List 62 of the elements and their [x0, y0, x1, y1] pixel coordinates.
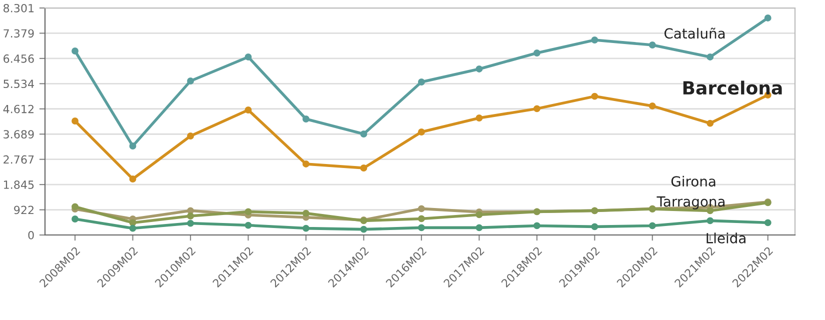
y-tick-label: 7.379 [4, 29, 34, 38]
point [706, 217, 714, 224]
point [302, 160, 310, 168]
point [476, 66, 483, 72]
point [72, 48, 78, 54]
point [187, 78, 194, 84]
point [418, 215, 425, 222]
point [533, 105, 540, 112]
point [418, 128, 425, 136]
point [591, 92, 598, 100]
point [244, 222, 252, 229]
point [591, 223, 598, 230]
point [244, 54, 252, 60]
point [360, 164, 368, 172]
point [418, 224, 425, 232]
point [129, 219, 136, 226]
point [764, 219, 772, 226]
series-label: Barcelona [683, 80, 782, 95]
point [418, 78, 425, 86]
point [418, 205, 425, 212]
point [533, 222, 540, 230]
y-tick-label: 922 [14, 206, 34, 214]
y-tick-label: 0 [28, 230, 34, 240]
point [706, 54, 714, 60]
point [187, 132, 194, 140]
point [244, 106, 252, 114]
y-tick-label: 2.767 [4, 155, 34, 164]
point [476, 224, 483, 232]
point [187, 212, 194, 220]
point [476, 211, 483, 218]
point [187, 207, 194, 214]
point [360, 130, 368, 138]
point [302, 116, 310, 122]
point [129, 142, 136, 150]
y-tick-label: 3.689 [4, 130, 34, 138]
point [302, 210, 310, 217]
y-tick-label: 8.301 [4, 4, 34, 12]
point [591, 36, 598, 44]
series-label: Girona [671, 176, 716, 187]
series-label: Lleida [706, 232, 746, 244]
y-tick-label: 5.534 [4, 80, 34, 88]
point [648, 102, 656, 110]
point [244, 208, 252, 216]
point [72, 203, 78, 210]
y-tick-label: 4.612 [3, 104, 34, 114]
point [129, 224, 136, 232]
point [706, 120, 714, 127]
point [648, 222, 656, 230]
point [72, 118, 78, 124]
point [648, 42, 656, 48]
point [360, 226, 368, 233]
point [187, 220, 194, 227]
series-label: Cataluña [664, 28, 725, 39]
point [476, 114, 483, 122]
point [129, 176, 136, 182]
point [302, 224, 310, 232]
y-tick-label: 1.845 [4, 180, 34, 189]
point [72, 216, 78, 222]
y-tick-label: 6.456 [4, 54, 34, 63]
point [764, 14, 772, 22]
point [533, 50, 540, 56]
series-label: Tarragona [656, 196, 725, 210]
